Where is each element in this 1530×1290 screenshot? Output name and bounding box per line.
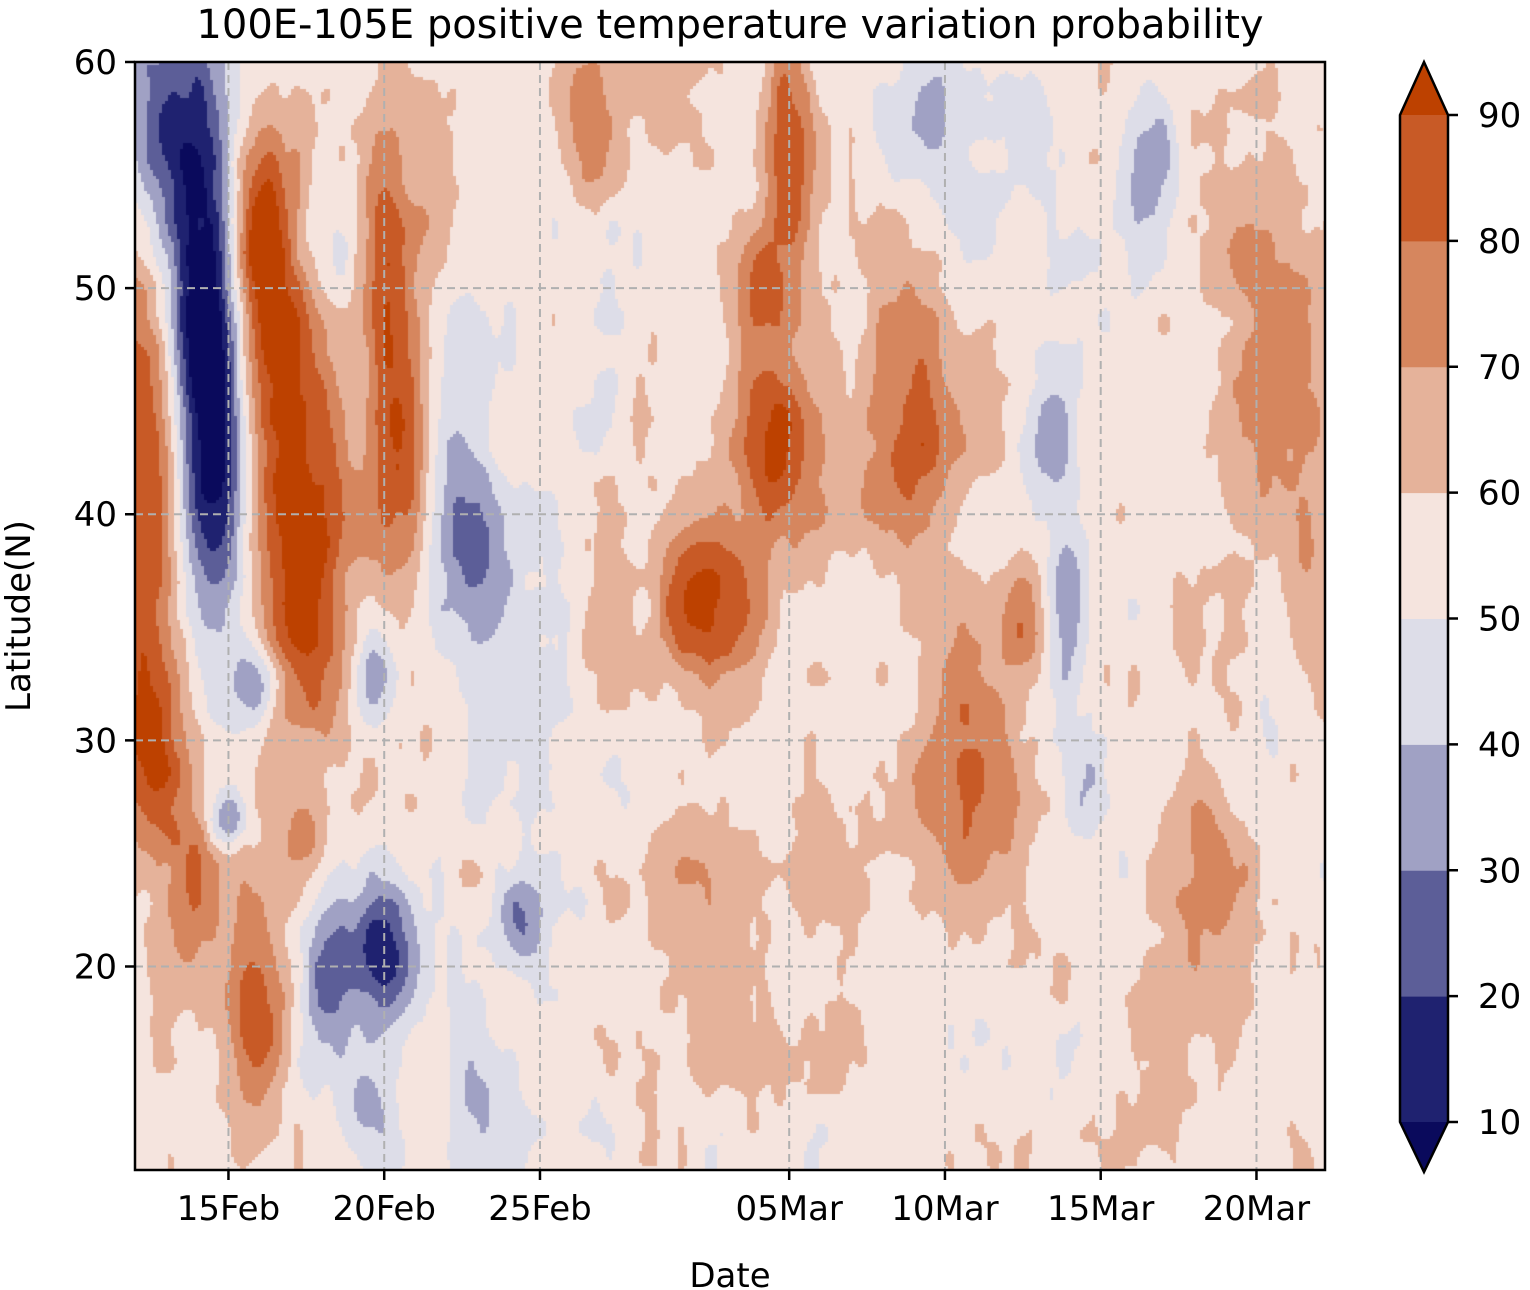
- colorbar-extend-max: [1400, 62, 1448, 115]
- colorbar-tick-label: 50: [1478, 600, 1521, 640]
- x-tick-label: 25Feb: [488, 1189, 591, 1229]
- colorbar-extend-min: [1400, 1122, 1448, 1172]
- colorbar-tick-label: 90: [1478, 96, 1521, 136]
- colorbar-segment: [1400, 366, 1448, 494]
- y-tick-label: 30: [74, 721, 117, 761]
- x-tick-label: 05Mar: [735, 1189, 842, 1229]
- x-tick-label: 10Mar: [891, 1189, 998, 1229]
- x-tick-label: 15Feb: [177, 1189, 280, 1229]
- x-axis-label: Date: [689, 1256, 770, 1290]
- y-tick-label: 50: [74, 269, 117, 309]
- colorbar-tick-label: 60: [1478, 474, 1521, 514]
- x-tick-label: 15Mar: [1047, 1189, 1154, 1229]
- y-axis-label: Latitude(N): [0, 520, 39, 712]
- contour-field: [135, 62, 1325, 1170]
- colorbar: 10 20 30 40 50 60 70 80 90: [1398, 58, 1521, 1175]
- colorbar-segment: [1400, 115, 1448, 242]
- colorbar-tick-label: 10: [1478, 1103, 1521, 1143]
- colorbar-segment: [1400, 744, 1448, 871]
- colorbar-segment: [1400, 492, 1448, 619]
- x-tick-label: 20Mar: [1203, 1189, 1310, 1229]
- colorbar-tick-label: 30: [1478, 851, 1521, 891]
- colorbar-tick-label: 70: [1478, 348, 1521, 388]
- y-tick-label: 60: [74, 43, 117, 83]
- y-tick-label: 20: [74, 947, 117, 987]
- colorbar-tick-label: 20: [1478, 977, 1521, 1017]
- x-tick-label: 20Feb: [332, 1189, 435, 1229]
- y-axis: 20 30 40 50 60: [74, 43, 135, 987]
- colorbar-segment: [1400, 870, 1448, 997]
- colorbar-tick-label: 40: [1478, 725, 1521, 765]
- colorbar-segment: [1400, 996, 1448, 1123]
- colorbar-segment: [1400, 240, 1448, 368]
- plot-frame: [133, 60, 1327, 1172]
- colorbar-tick-label: 80: [1478, 222, 1521, 262]
- colorbar-segment: [1400, 618, 1448, 745]
- y-tick-label: 40: [74, 495, 117, 535]
- chart-title: 100E-105E positive temperature variation…: [196, 2, 1263, 48]
- x-axis: 15Feb 20Feb 25Feb 05Mar 10Mar 15Mar 20Mar: [177, 1170, 1310, 1229]
